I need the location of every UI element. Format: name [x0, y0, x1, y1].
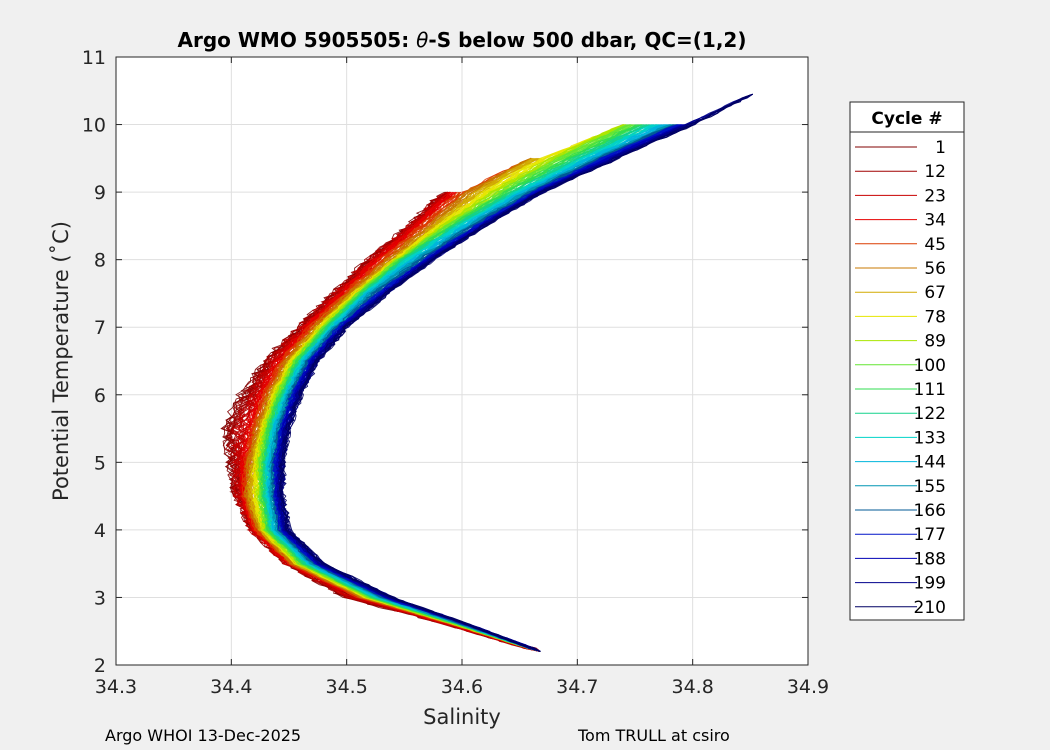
legend-label-133: 133: [914, 428, 946, 448]
legend-title: Cycle #: [871, 109, 942, 129]
title-theta: θ: [416, 28, 428, 52]
x-tick-label: 34.7: [556, 676, 598, 698]
y-tick-label: 7: [94, 317, 106, 339]
legend-label-89: 89: [924, 332, 946, 352]
legend-label-12: 12: [924, 162, 946, 182]
y-tick-label: 8: [94, 250, 106, 272]
y-tick-label: 10: [82, 115, 106, 137]
profile-line-cycle-60: [244, 157, 541, 652]
y-tick-label: 3: [94, 587, 106, 609]
x-tick-label: 34.5: [326, 676, 368, 698]
y-tick-label: 5: [94, 452, 106, 474]
x-tick-label: 34.6: [441, 676, 483, 698]
x-tick-label: 34.3: [95, 676, 137, 698]
legend-label-166: 166: [914, 501, 946, 521]
legend-label-111: 111: [914, 380, 946, 400]
legend-label-45: 45: [924, 235, 946, 255]
legend-label-144: 144: [914, 453, 946, 473]
legend-label-155: 155: [914, 477, 946, 497]
tick-layer: 34.3 34.4 34.5 34.6 34.7 34.8 34.9 2 3 4 5 6 7 8 9 10 11: [82, 47, 829, 698]
title-prefix: Argo WMO 5905505:: [178, 28, 417, 52]
y-tick-label: 9: [94, 182, 106, 204]
y-tick-label: 11: [82, 47, 106, 69]
legend-label-56: 56: [924, 259, 946, 279]
profile-line-cycle-210: [279, 93, 753, 652]
profile-layer: [220, 93, 753, 652]
legend: Cycle # 1 12 23 34 45 56 67 78 89 100 111 122 133 144…: [849, 101, 965, 621]
x-axis-label: Salinity: [423, 705, 501, 729]
footer-right: Tom TRULL at csiro: [578, 726, 730, 745]
legend-label-210: 210: [914, 598, 946, 618]
legend-entries: 1 12 23 34 45 56 67 78 89 100 111 122 133 144 155 166 17…: [855, 138, 946, 618]
legend-label-100: 100: [914, 356, 946, 376]
profile-line-cycle-118: [263, 124, 645, 652]
legend-label-122: 122: [914, 404, 946, 424]
legend-label-177: 177: [914, 525, 946, 545]
legend-label-78: 78: [924, 307, 946, 327]
y-tick-label: 4: [94, 520, 106, 542]
x-tick-label: 34.8: [672, 676, 714, 698]
chart-title: Argo WMO 5905505: θ-S below 500 dbar, QC…: [178, 28, 747, 52]
y-tick-label: 2: [94, 655, 106, 677]
y-axis-label: Potential Temperature (˚C): [49, 221, 73, 501]
y-tick-label: 6: [94, 385, 106, 407]
x-tick-label: 34.4: [210, 676, 252, 698]
legend-label-199: 199: [914, 574, 946, 594]
legend-box: [849, 101, 965, 621]
title-suffix: -S below 500 dbar, QC=(1,2): [428, 28, 746, 52]
legend-label-23: 23: [924, 186, 946, 206]
legend-label-67: 67: [924, 283, 946, 303]
legend-label-1: 1: [935, 138, 946, 158]
footer-left: Argo WHOI 13-Dec-2025: [105, 726, 302, 745]
legend-label-188: 188: [914, 549, 946, 569]
legend-label-34: 34: [924, 211, 946, 231]
x-tick-label: 34.9: [787, 676, 829, 698]
